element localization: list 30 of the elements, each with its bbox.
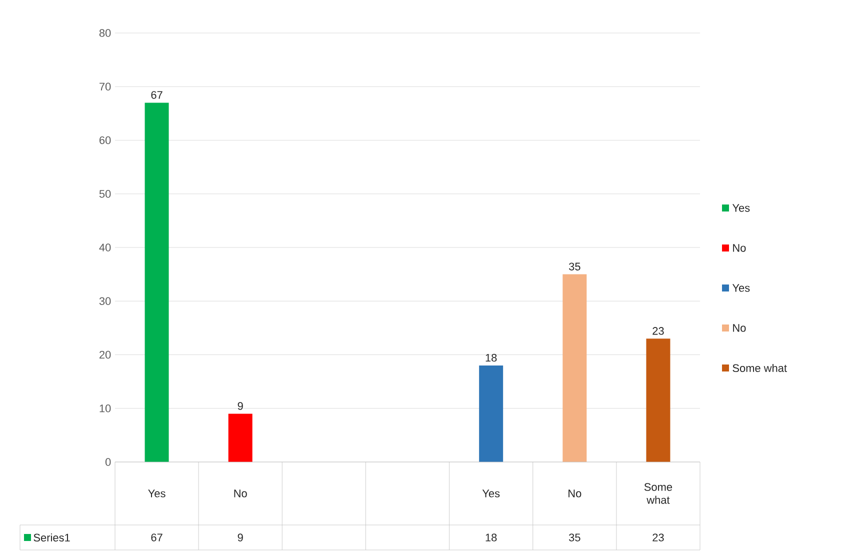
category-label: No (733, 324, 746, 332)
x-tick-label: Some what (644, 483, 672, 504)
data-label: 35 (568, 534, 580, 542)
category-label: Yes (732, 284, 750, 292)
data-label: 23 (652, 534, 664, 542)
x-tick-label: No (234, 490, 247, 498)
category-label: Yes (732, 204, 750, 212)
data-label: 18 (486, 534, 497, 542)
text: 35 (568, 262, 580, 270)
x-tick-label: No (568, 490, 582, 498)
category-label: Some what (732, 364, 787, 372)
data-label: 67 (151, 534, 162, 542)
y-tick-label: 10 (100, 404, 111, 412)
legend-label: Series1 (34, 533, 70, 542)
x-tick-label: Yes (482, 490, 500, 498)
data-label: 9 (238, 534, 243, 542)
y-tick-label: 60 (100, 136, 111, 144)
y-tick-label: 50 (99, 190, 111, 198)
y-tick-label: 70 (100, 82, 111, 90)
text: 23 (652, 327, 664, 335)
text: 67 (151, 91, 162, 99)
category-label: No (733, 244, 746, 252)
text: 9 (238, 402, 243, 410)
y-tick-label: 0 (105, 458, 111, 466)
y-tick-label: 40 (99, 244, 111, 252)
y-tick-label: 80 (99, 29, 111, 37)
y-tick-label: 20 (100, 350, 111, 359)
text: 18 (486, 354, 497, 362)
y-tick-label: 30 (99, 297, 111, 305)
x-tick-label: Yes (148, 490, 166, 498)
